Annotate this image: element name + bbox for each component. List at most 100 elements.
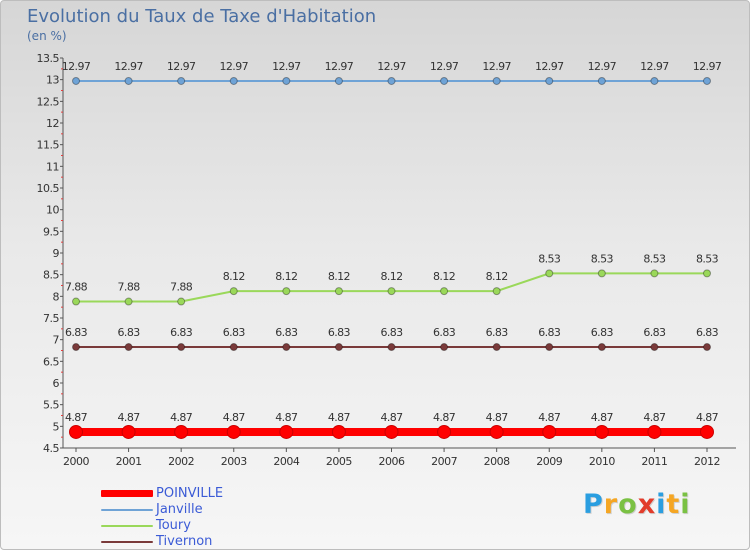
legend-swatch <box>101 541 153 543</box>
y-tick-label: 9 <box>53 247 60 260</box>
y-tick-label: 9.5 <box>43 225 59 238</box>
data-label-tivernon: 6.83 <box>223 326 246 339</box>
data-label-toury: 7.88 <box>170 281 193 294</box>
data-label-janville: 12.97 <box>430 60 459 73</box>
data-label-janville: 12.97 <box>220 60 249 73</box>
data-point-tivernon <box>545 343 554 352</box>
data-label-poinville: 4.87 <box>118 411 141 424</box>
x-tick-label: 2003 <box>221 455 247 468</box>
data-point-poinville <box>647 424 662 439</box>
data-label-toury: 7.88 <box>118 281 141 294</box>
data-label-janville: 12.97 <box>272 60 301 73</box>
y-tick-label: 8 <box>53 290 60 303</box>
data-point-toury <box>72 297 80 306</box>
data-label-janville: 12.97 <box>377 60 406 73</box>
data-point-janville <box>72 76 80 85</box>
data-point-poinville <box>121 424 136 439</box>
data-label-poinville: 4.87 <box>433 411 456 424</box>
data-point-toury <box>545 269 554 278</box>
x-tick-label: 2010 <box>589 455 615 468</box>
legend-label: POINVILLE <box>156 486 224 501</box>
data-label-toury: 8.12 <box>486 270 508 283</box>
data-label-poinville: 4.87 <box>486 411 509 424</box>
data-point-tivernon <box>492 343 501 352</box>
x-tick-label: 2005 <box>326 455 352 468</box>
y-tick-label: 5 <box>53 420 60 433</box>
data-label-toury: 8.53 <box>591 252 614 265</box>
data-label-toury: 8.53 <box>696 252 719 265</box>
data-point-poinville <box>69 424 83 439</box>
data-point-janville <box>703 76 711 85</box>
data-point-tivernon <box>177 343 186 352</box>
legend-label: Tivernon <box>156 534 213 549</box>
x-tick-label: 2002 <box>168 455 194 468</box>
data-point-toury <box>492 287 501 296</box>
data-point-toury <box>334 287 343 296</box>
data-point-janville <box>282 76 291 85</box>
y-tick-label: 5.5 <box>43 399 59 412</box>
legend-swatch <box>101 509 153 511</box>
x-tick-label: 2012 <box>694 455 720 468</box>
data-label-janville: 12.97 <box>482 60 511 73</box>
data-label-poinville: 4.87 <box>170 411 193 424</box>
data-label-toury: 8.12 <box>275 270 297 283</box>
data-label-janville: 12.97 <box>167 60 196 73</box>
data-label-toury: 8.53 <box>538 252 561 265</box>
data-label-tivernon: 6.83 <box>486 326 509 339</box>
logo-letter: r <box>603 489 619 520</box>
y-tick-label: 8.5 <box>43 269 59 282</box>
x-tick-label: 2011 <box>641 455 667 468</box>
data-point-poinville <box>594 424 609 439</box>
data-label-poinville: 4.87 <box>65 411 88 424</box>
logo-letter: t <box>666 489 681 520</box>
data-label-toury: 8.12 <box>380 270 402 283</box>
data-point-janville <box>650 76 659 85</box>
y-tick-label: 7 <box>53 334 60 347</box>
x-tick-label: 2008 <box>484 455 510 468</box>
data-point-poinville <box>279 424 294 439</box>
data-point-tivernon <box>440 343 449 352</box>
x-tick-label: 2001 <box>116 455 142 468</box>
y-tick-label: 13.5 <box>37 52 60 65</box>
x-tick-label: 2006 <box>379 455 405 468</box>
logo-letter: i <box>680 489 691 520</box>
logo-letter: i <box>656 489 667 520</box>
y-tick-label: 7.5 <box>43 312 59 325</box>
data-point-janville <box>492 76 501 85</box>
data-point-poinville <box>331 424 346 439</box>
legend-item-toury: Toury <box>101 518 321 534</box>
data-label-toury: 8.12 <box>223 270 245 283</box>
y-tick-label: 13 <box>46 74 59 87</box>
data-label-tivernon: 6.83 <box>380 326 403 339</box>
data-point-tivernon <box>124 343 133 352</box>
y-tick-label: 11.5 <box>37 139 60 152</box>
data-label-janville: 12.97 <box>62 60 91 73</box>
data-label-poinville: 4.87 <box>591 411 614 424</box>
data-label-tivernon: 6.83 <box>170 326 193 339</box>
legend-label: Toury <box>156 518 191 533</box>
data-label-janville: 12.97 <box>640 60 669 73</box>
data-label-toury: 8.12 <box>328 270 350 283</box>
data-point-toury <box>282 287 291 296</box>
data-label-tivernon: 6.83 <box>538 326 561 339</box>
data-point-tivernon <box>229 343 238 352</box>
legend-item-poinville: POINVILLE <box>101 486 321 502</box>
y-tick-label: 12 <box>46 117 59 130</box>
y-tick-label: 12.5 <box>37 95 60 108</box>
data-label-tivernon: 6.83 <box>433 326 456 339</box>
logo-letter: o <box>618 489 638 520</box>
data-label-poinville: 4.87 <box>275 411 298 424</box>
data-point-toury <box>703 269 711 278</box>
data-point-poinville <box>700 424 714 439</box>
logo-letter: P <box>583 489 604 520</box>
data-point-janville <box>545 76 554 85</box>
data-point-tivernon <box>597 343 606 352</box>
data-label-janville: 12.97 <box>325 60 354 73</box>
data-label-tivernon: 6.83 <box>591 326 614 339</box>
legend: POINVILLE Janville Toury Tivernon <box>101 486 321 549</box>
data-point-tivernon <box>72 343 80 352</box>
data-point-toury <box>177 297 186 306</box>
data-point-toury <box>440 287 449 296</box>
data-point-toury <box>650 269 659 278</box>
